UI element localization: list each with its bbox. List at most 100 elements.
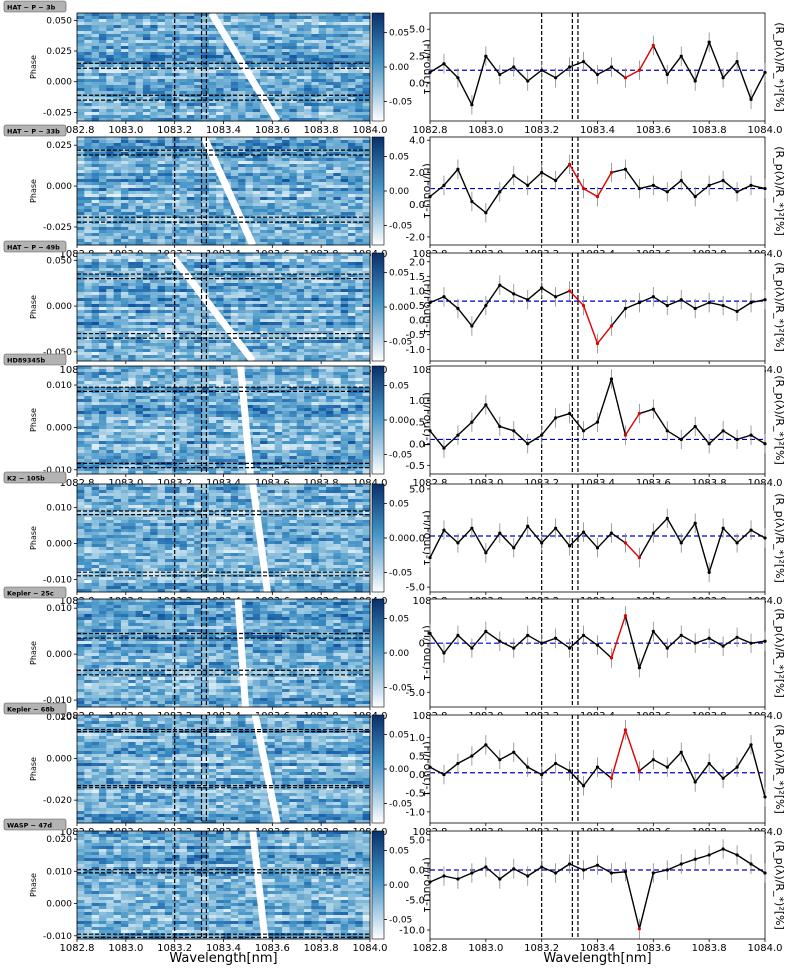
heatmap-cell xyxy=(282,103,290,106)
heatmap-cell xyxy=(245,262,253,265)
heatmap-cell xyxy=(245,316,253,319)
heatmap-cell xyxy=(245,381,253,384)
heatmap-cell xyxy=(106,137,114,140)
heatmap-cell xyxy=(304,319,312,322)
heatmap-cell xyxy=(106,176,114,179)
heatmap-cell xyxy=(319,73,327,76)
heatmap-cell xyxy=(282,106,290,109)
heatmap-cell xyxy=(128,253,136,256)
heatmap-cell xyxy=(238,304,246,307)
heatmap-cell xyxy=(348,203,356,206)
heatmap-cell xyxy=(106,265,114,268)
heatmap-cell xyxy=(158,366,166,369)
heatmap-cell xyxy=(267,295,275,298)
heatmap-cell xyxy=(202,355,210,358)
heatmap-cell xyxy=(92,64,100,67)
heatmap-cell xyxy=(143,230,151,233)
heatmap-cell xyxy=(333,76,341,79)
heatmap-cell xyxy=(348,334,356,337)
heatmap-cell xyxy=(231,146,239,149)
heatmap-cell xyxy=(267,230,275,233)
panel-3: HAT − P − 49b0.0500.000-0.050Phase1082.8… xyxy=(4,241,786,376)
heatmap-cell xyxy=(84,82,92,85)
heatmap-cell xyxy=(326,268,334,271)
x-tick-label: 1083.8 xyxy=(692,125,727,136)
heatmap-cell xyxy=(333,236,341,239)
heatmap-cell xyxy=(99,40,107,43)
heatmap-cell xyxy=(341,301,349,304)
heatmap-cell xyxy=(333,295,341,298)
heatmap-cell xyxy=(275,49,283,52)
heatmap-cell xyxy=(297,115,305,118)
heatmap-cell xyxy=(297,265,305,268)
heatmap-cell xyxy=(363,212,371,215)
heatmap-cell xyxy=(348,375,356,378)
heatmap-cell xyxy=(209,188,217,191)
heatmap-cell xyxy=(202,19,210,22)
heatmap-cell xyxy=(202,109,210,112)
heatmap-cell xyxy=(165,109,173,112)
heatmap-cell xyxy=(297,19,305,22)
heatmap-cell xyxy=(355,304,363,307)
heatmap-cell xyxy=(121,319,129,322)
heatmap-cell xyxy=(363,49,371,52)
heatmap-cell xyxy=(216,79,224,82)
heatmap-cell xyxy=(348,173,356,176)
heatmap-cell xyxy=(150,355,158,358)
heatmap-cell xyxy=(202,372,210,375)
heatmap-cell xyxy=(289,161,297,164)
heatmap-cell xyxy=(341,161,349,164)
heatmap-cell xyxy=(106,31,114,34)
heatmap-cell xyxy=(348,91,356,94)
heatmap-cell xyxy=(311,37,319,40)
heatmap-cell xyxy=(165,28,173,31)
heatmap-cell xyxy=(289,34,297,37)
heatmap-cell xyxy=(121,34,129,37)
heatmap-cell xyxy=(326,106,334,109)
heatmap-cell xyxy=(99,170,107,173)
heatmap-cell xyxy=(128,262,136,265)
heatmap-cell xyxy=(289,49,297,52)
heatmap-cell xyxy=(260,112,268,115)
heatmap-cell xyxy=(187,375,195,378)
heatmap-cell xyxy=(319,265,327,268)
heatmap-cell xyxy=(209,31,217,34)
heatmap-cell xyxy=(319,164,327,167)
heatmap-cell xyxy=(224,164,232,167)
heatmap-cell xyxy=(77,40,85,43)
heatmap-cell xyxy=(209,91,217,94)
heatmap-cell xyxy=(99,349,107,352)
heatmap-cell xyxy=(202,286,210,289)
heatmap-cell xyxy=(304,58,312,61)
heatmap-cell xyxy=(180,301,188,304)
heatmap-cell xyxy=(238,115,246,118)
heatmap-cell xyxy=(106,322,114,325)
heatmap-cell xyxy=(363,256,371,259)
heatmap-cell xyxy=(319,40,327,43)
heatmap-cell xyxy=(77,73,85,76)
heatmap-cell xyxy=(348,28,356,31)
heatmap-cell xyxy=(267,13,275,16)
heatmap-cell xyxy=(267,313,275,316)
heatmap-cell xyxy=(304,13,312,16)
heatmap-cell xyxy=(341,259,349,262)
heatmap-cells xyxy=(77,253,370,361)
heatmap-cell xyxy=(150,55,158,58)
heatmap-cell xyxy=(319,109,327,112)
heatmap-cell xyxy=(297,173,305,176)
heatmap-cell xyxy=(77,194,85,197)
heatmap-cell xyxy=(150,286,158,289)
heatmap-cell xyxy=(180,253,188,256)
heatmap-cell xyxy=(348,286,356,289)
heatmap-cell xyxy=(180,381,188,384)
heatmap-cell xyxy=(238,301,246,304)
heatmap-cell xyxy=(92,115,100,118)
heatmap-cell xyxy=(289,22,297,25)
heatmap-cell xyxy=(311,55,319,58)
heatmap-cell xyxy=(84,233,92,236)
heatmap-cell xyxy=(355,13,363,16)
phase-axis-label: Phase xyxy=(29,295,38,319)
heatmap-cell xyxy=(267,25,275,28)
heatmap-cell xyxy=(311,268,319,271)
heatmap-cell xyxy=(333,206,341,209)
